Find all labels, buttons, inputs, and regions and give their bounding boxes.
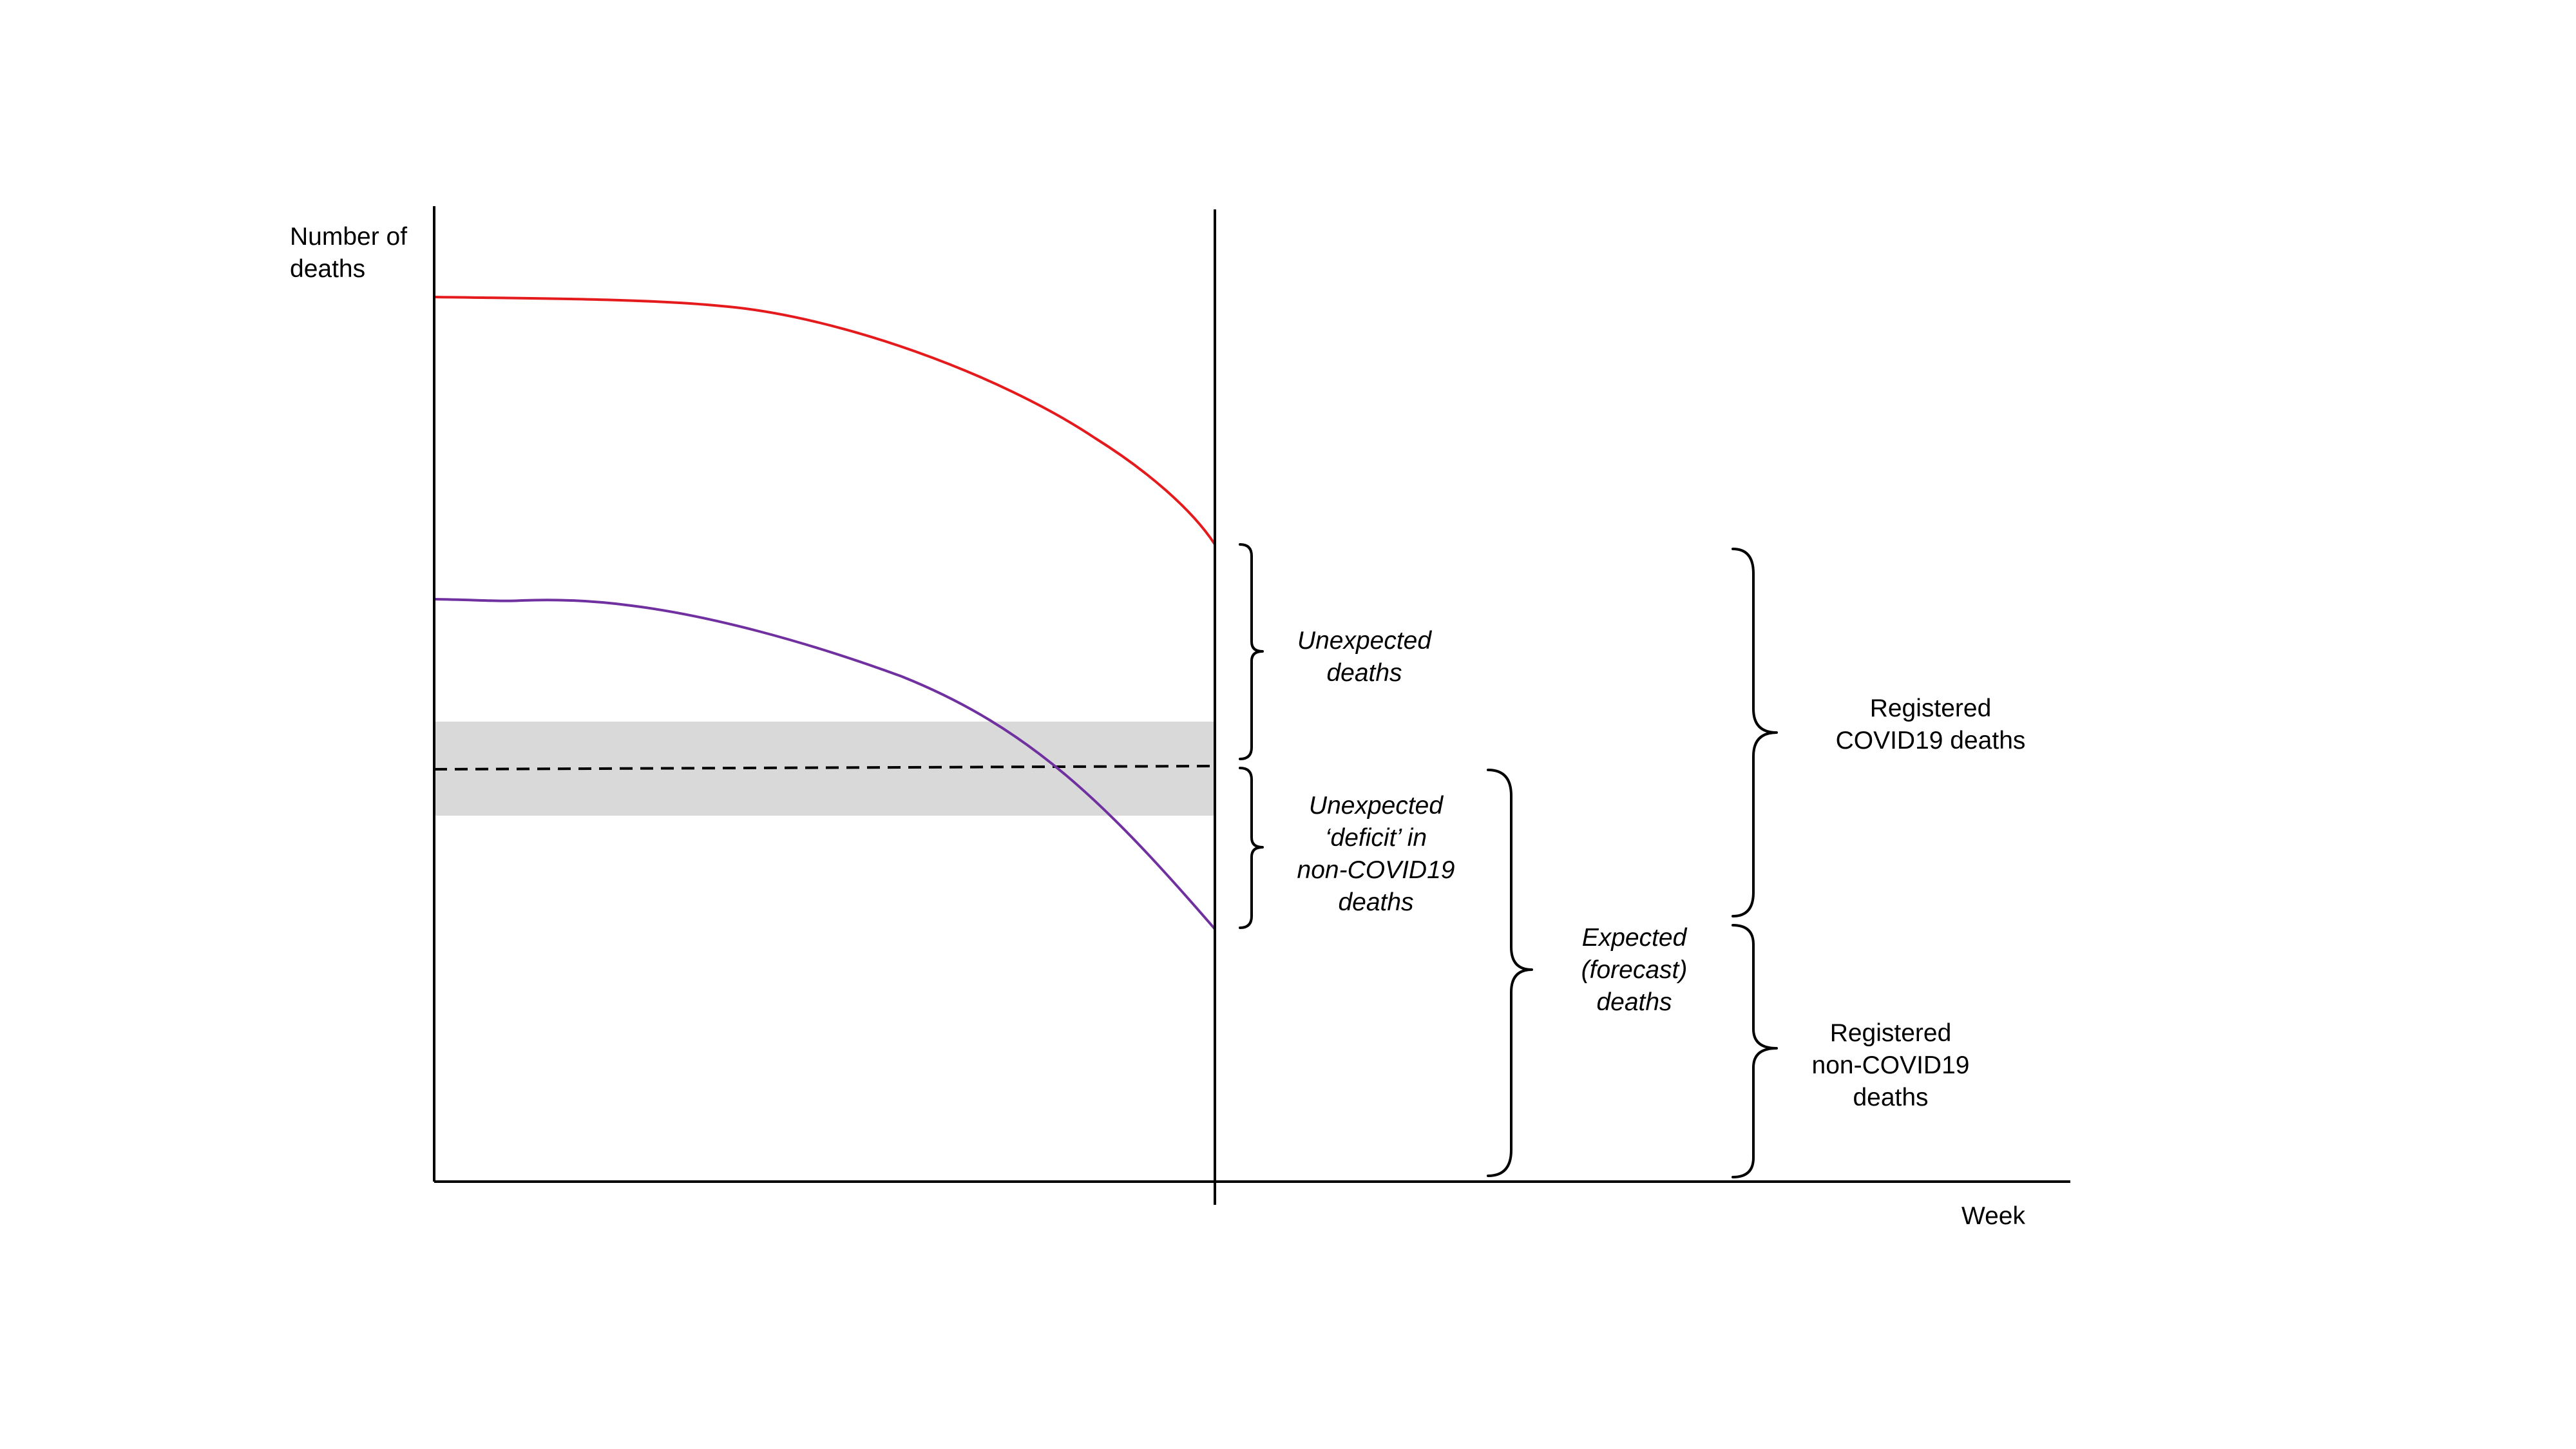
y-axis-label-line2: deaths	[290, 255, 365, 283]
svg-text:Unexpected: Unexpected	[1297, 627, 1432, 655]
registered-non-covid-deaths-line	[434, 598, 1216, 930]
svg-text:COVID19 deaths: COVID19 deaths	[1836, 727, 2026, 754]
svg-text:‘deficit’ in: ‘deficit’ in	[1325, 824, 1427, 852]
svg-text:Unexpected: Unexpected	[1309, 792, 1444, 820]
deficit-label: Unexpected ‘deficit’ in non-COVID19 deat…	[1297, 792, 1455, 916]
svg-text:non-COVID19: non-COVID19	[1812, 1051, 1970, 1079]
svg-text:non-COVID19: non-COVID19	[1297, 856, 1455, 884]
registered-non-covid-label: Registered non-COVID19 deaths	[1812, 1019, 1970, 1111]
expected-deaths-line	[434, 765, 1216, 771]
svg-text:(forecast): (forecast)	[1581, 956, 1688, 984]
svg-text:deaths: deaths	[1326, 659, 1402, 687]
registered-covid-brace	[1732, 548, 1778, 917]
registered-covid-label: Registered COVID19 deaths	[1836, 695, 2026, 754]
svg-text:Expected: Expected	[1582, 924, 1688, 952]
registered-non-covid-brace	[1732, 924, 1778, 1178]
unexpected-deaths-brace	[1239, 543, 1264, 760]
svg-text:deaths: deaths	[1596, 988, 1672, 1016]
expected-deaths-label: Expected (forecast) deaths	[1581, 924, 1688, 1016]
svg-text:deaths: deaths	[1338, 888, 1413, 916]
unexpected-deaths-label: Unexpected deaths	[1297, 627, 1432, 687]
registered-total-deaths-line	[434, 296, 1216, 546]
svg-text:deaths: deaths	[1853, 1084, 1928, 1111]
svg-text:Registered: Registered	[1870, 695, 1992, 722]
expected-deaths-brace	[1487, 769, 1533, 1177]
y-axis-label: Number of	[290, 223, 407, 251]
expected-deaths-band	[434, 722, 1215, 816]
deficit-brace	[1239, 767, 1264, 929]
x-axis-label: Week	[1961, 1202, 2025, 1230]
svg-text:Registered: Registered	[1830, 1019, 1952, 1047]
